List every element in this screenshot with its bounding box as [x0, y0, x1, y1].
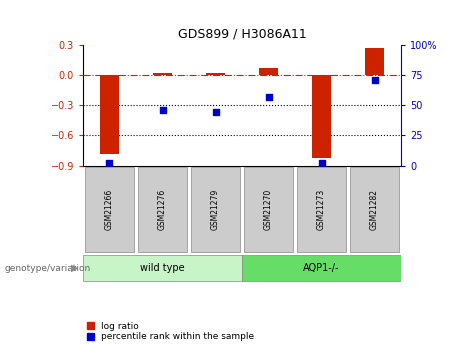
Text: wild type: wild type: [140, 263, 185, 273]
Text: GSM21270: GSM21270: [264, 189, 273, 230]
Text: GSM21279: GSM21279: [211, 189, 220, 230]
Point: [318, 160, 325, 166]
Text: GSM21276: GSM21276: [158, 189, 167, 230]
FancyBboxPatch shape: [349, 167, 400, 252]
FancyBboxPatch shape: [243, 167, 294, 252]
Text: GSM21282: GSM21282: [370, 189, 379, 230]
Point: [159, 107, 166, 113]
FancyBboxPatch shape: [296, 167, 347, 252]
Bar: [365, 48, 384, 75]
Point: [212, 110, 219, 115]
FancyBboxPatch shape: [84, 167, 135, 252]
Bar: [206, 73, 225, 75]
Bar: [100, 75, 119, 154]
Text: GSM21266: GSM21266: [105, 189, 114, 230]
FancyBboxPatch shape: [190, 167, 241, 252]
Text: genotype/variation: genotype/variation: [5, 264, 91, 273]
FancyBboxPatch shape: [242, 255, 401, 282]
Legend: log ratio, percentile rank within the sample: log ratio, percentile rank within the sa…: [83, 318, 258, 345]
Title: GDS899 / H3086A11: GDS899 / H3086A11: [177, 28, 307, 41]
Text: GSM21273: GSM21273: [317, 189, 326, 230]
Bar: [153, 73, 172, 75]
FancyBboxPatch shape: [137, 167, 188, 252]
Point: [265, 94, 272, 100]
Bar: [312, 75, 331, 158]
Text: ▶: ▶: [71, 263, 78, 273]
Bar: [259, 68, 278, 75]
FancyBboxPatch shape: [83, 255, 242, 282]
Point: [106, 160, 113, 166]
Point: [371, 77, 378, 83]
Text: AQP1-/-: AQP1-/-: [303, 263, 340, 273]
